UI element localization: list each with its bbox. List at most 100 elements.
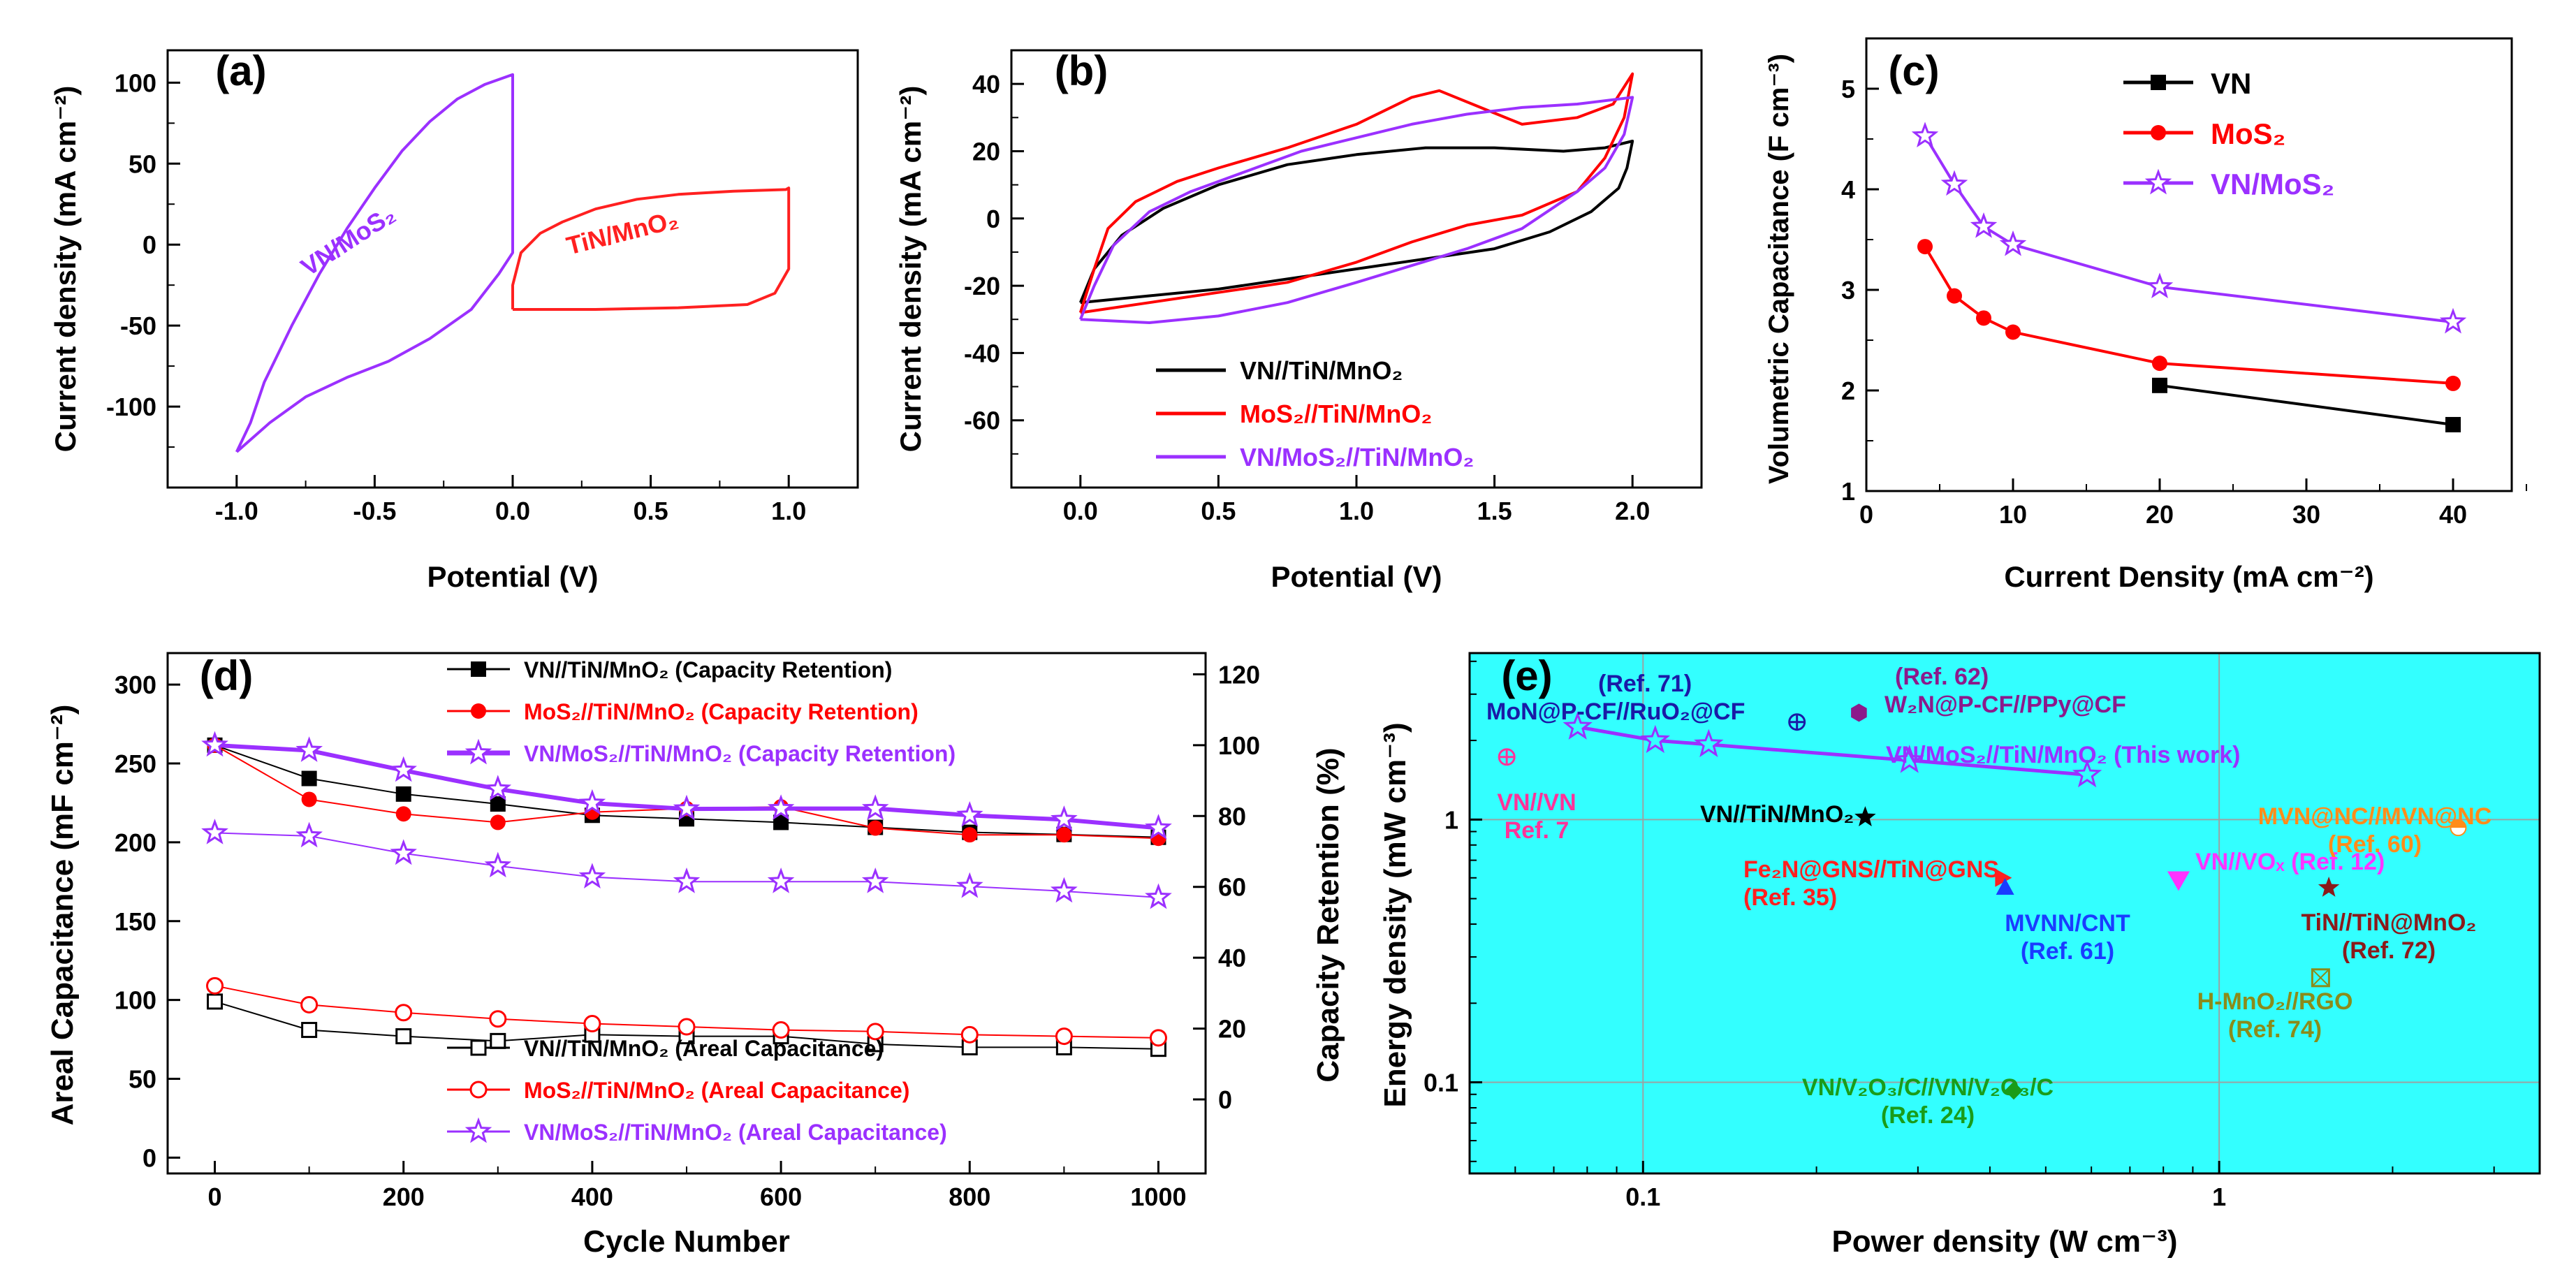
ref-label-7: (Ref. 72) [2342, 937, 2436, 964]
data-point [962, 827, 978, 843]
cv-loop-0 [235, 73, 514, 453]
legend-label: VN/MoS₂//TiN/MnO₂ (Capacity Retention) [524, 741, 956, 766]
panel-label: (c) [1888, 47, 1939, 94]
x-tick-label: 1000 [1130, 1183, 1186, 1211]
panel-e-ragone-plot: 0.1 1 0.1 1 VN/MoS₂//TiN/MnO₂ (This work) VN/… [1378, 652, 2541, 1259]
y2-tick-label: 120 [1218, 660, 1260, 689]
ref-label-10: (Ref. 24) [1881, 1102, 1975, 1129]
legend-marker [464, 1117, 492, 1143]
y-tick-label: 100 [115, 986, 156, 1015]
data-point [1050, 877, 1078, 903]
data-point [2146, 272, 2174, 299]
y-tick-label: 1 [1444, 805, 1458, 834]
ref-label-9: H-MnO₂//RGO [2197, 988, 2353, 1015]
data-point [295, 736, 323, 762]
y-tick-label: 50 [129, 149, 156, 178]
data-point [490, 796, 506, 812]
x-tick-label: 0.5 [1201, 497, 1236, 525]
this-work-point [1694, 729, 1724, 757]
x-axis-title: Power density (W cm⁻³) [1831, 1224, 2177, 1259]
data-point [1947, 288, 1962, 304]
ref-label-2: W₂N@P-CF//PPy@CF [1885, 691, 2126, 718]
y-axis-title: Current density (mA cm⁻²) [49, 86, 82, 453]
ref-label-8: MVN@NC//MVN@NC [2258, 803, 2492, 830]
y-tick-label: 5 [1841, 75, 1855, 103]
data-point [301, 1022, 318, 1039]
legend-label: VN//TiN/MnO₂ (Capacity Retention) [524, 657, 892, 682]
ref-point-4 [1995, 868, 2012, 887]
x-tick-label: 0.5 [634, 497, 668, 525]
data-point [1149, 1029, 1167, 1047]
panel-label: (a) [215, 47, 266, 94]
x-axis-title: Potential (V) [427, 560, 598, 593]
y-axis-title: Energy density (mW cm⁻³) [1378, 722, 1412, 1107]
x-tick-label: 1 [2212, 1183, 2226, 1211]
data-point [1940, 170, 1968, 196]
data-point [206, 976, 224, 995]
y-tick-label: 4 [1841, 175, 1855, 204]
y-tick-label: 150 [115, 907, 156, 936]
x-tick-label: 600 [760, 1183, 802, 1211]
legend-label: VN//TiN/MnO₂ (Areal Capacitance) [524, 1036, 884, 1061]
data-point [301, 791, 317, 807]
x-axis-title: Potential (V) [1271, 560, 1442, 593]
legend-marker [469, 1081, 488, 1099]
data-point [490, 814, 506, 830]
legend-label: MoS₂ [2211, 117, 2285, 150]
x-tick-label: -1.0 [215, 497, 258, 525]
y2-tick-label: 40 [1218, 944, 1246, 972]
data-point [868, 820, 884, 836]
y2-tick-label: 0 [1218, 1085, 1232, 1114]
ref-label-5: (Ref. 61) [2021, 938, 2114, 965]
data-point [2439, 307, 2467, 334]
x-tick-label: 0.0 [495, 497, 530, 525]
ref-label-2: (Ref. 62) [1895, 664, 1989, 690]
legend-label: VN/MoS₂ [2211, 168, 2334, 200]
data-point [1999, 230, 2027, 256]
data-point [489, 1010, 507, 1028]
data-point [2445, 375, 2461, 391]
data-point [201, 731, 228, 757]
this-work-point [1894, 745, 1924, 773]
this-work-point [2072, 759, 2102, 788]
ref-label-4: Fe₂N@GNS//TiN@GNS [1743, 856, 1999, 883]
data-point [395, 806, 411, 822]
y-tick-label: 40 [972, 70, 1000, 98]
x-tick-label: 0 [208, 1183, 222, 1211]
data-point [578, 863, 606, 888]
data-point [390, 756, 417, 782]
ref-label-8: (Ref. 60) [2328, 831, 2422, 858]
panel-c-volumetric-capacitance: 0 10 20 30 40 1 2 3 4 5 VN MoS₂ VN/MoS₂ (c) Current De… [1764, 37, 2527, 593]
x-tick-label: -0.5 [353, 497, 396, 525]
legend-marker [471, 661, 486, 677]
legend-marker [471, 703, 486, 719]
data-point [201, 819, 228, 844]
series-line [1924, 135, 2454, 324]
ref-label-10: VN/V₂O₃/C//VN/V₂O₃/C [1802, 1074, 2054, 1101]
y2-axis-title: Capacity Retention (%) [1311, 747, 1345, 1082]
data-point [1970, 212, 1998, 238]
ref-label-0: VN//VN [1497, 789, 1576, 816]
data-point [772, 1021, 790, 1039]
data-point [673, 867, 701, 893]
legend-label: MoS₂//TiN/MnO₂ [1240, 400, 1432, 428]
data-point [395, 1004, 413, 1022]
data-point [300, 995, 319, 1013]
data-point [583, 1015, 601, 1033]
ref-label-7: TiN//TiN@MnO₂ [2301, 909, 2477, 936]
data-point [956, 872, 983, 898]
data-point [678, 1018, 696, 1036]
x-tick-label: 1.5 [1477, 497, 1512, 525]
x-tick-label: 0.1 [1625, 1183, 1660, 1211]
legend-marker [464, 738, 492, 765]
data-point [673, 794, 701, 821]
ref-point-8 [2450, 819, 2467, 837]
panel-label: (b) [1055, 47, 1108, 94]
series-label-vn-mos2: VN/MoS₂ [295, 200, 400, 281]
panel-b-cv-devices: 0.0 0.5 1.0 1.5 2.0 -60 -40 -20 0 20 40 VN//TiN/MnO… [894, 47, 1703, 593]
y2-tick-label: 100 [1218, 731, 1260, 760]
marker-x [2311, 969, 2330, 987]
series-line [2159, 383, 2454, 426]
data-point [960, 1025, 979, 1044]
